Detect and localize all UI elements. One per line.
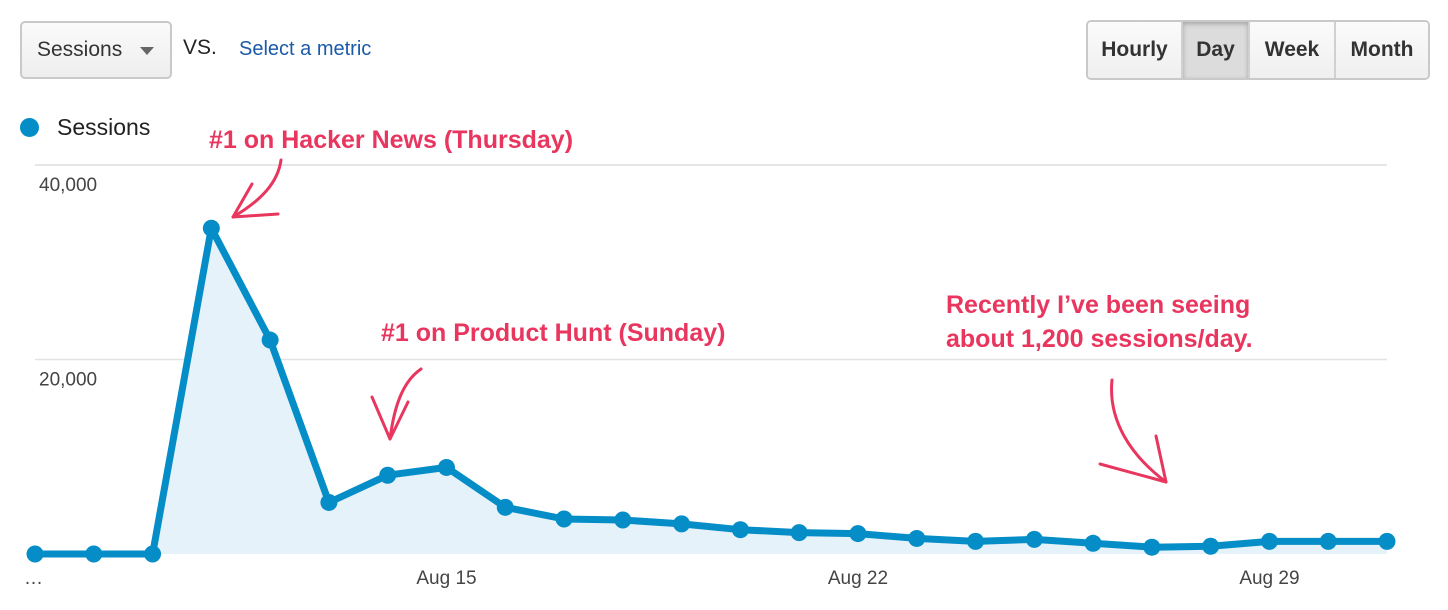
data-point [144,545,162,563]
y-tick-label: 40,000 [39,175,97,196]
data-point [731,521,749,539]
data-point [1143,538,1161,556]
data-point [849,525,867,543]
x-tick-label: Aug 29 [1239,568,1299,589]
data-point [496,498,514,516]
x-tick-label: Aug 22 [828,568,888,589]
product-hunt-arrowhead-icon [370,395,410,441]
x-tick-label: Aug 15 [416,568,476,589]
data-point [379,466,397,484]
sessions-area-fill [35,228,1387,554]
data-point [85,545,103,563]
legend-label: Sessions [57,114,151,140]
y-tick-label: 20,000 [39,370,97,391]
legend-dot-icon [20,118,39,137]
data-point [673,515,691,533]
product-hunt-arrow-icon [388,367,423,441]
data-point [614,511,632,529]
data-point [790,524,808,542]
sessions-line [35,224,1387,558]
data-point [967,532,985,550]
product-hunt-annotation: #1 on Product Hunt (Sunday) [381,319,725,347]
data-point [1319,532,1337,550]
dropdown-caret-icon [140,47,154,55]
recent-arrowhead-icon [1098,434,1168,484]
hacker-news-annotation: #1 on Hacker News (Thursday) [209,126,573,154]
hacker-news-arrowhead-icon [231,182,280,219]
data-point [261,331,279,349]
data-point [1025,530,1043,548]
recent-annotation-line: about 1,200 sessions/day. [946,325,1253,353]
select-metric-link[interactable]: Select a metric [239,38,372,60]
month-button[interactable]: Month [1336,22,1428,78]
data-point [202,219,220,237]
data-point [1084,534,1102,552]
x-tick-label: … [24,568,43,589]
data-point [1378,532,1396,550]
recent-arrow-icon [1110,378,1168,484]
metric-select[interactable]: Sessions [20,21,172,79]
granularity-toggle: Hourly Day Week Month [1086,20,1430,80]
chart-legend: Sessions [20,114,150,141]
data-point [437,458,455,476]
day-button[interactable]: Day [1183,22,1250,78]
metric-select-value: Sessions [37,38,123,61]
recent-annotation: Recently I’ve been seeing about 1,200 ses… [946,291,1253,353]
data-point [1202,537,1220,555]
data-point [555,510,573,528]
recent-annotation-line: Recently I’ve been seeing [946,291,1250,319]
data-point [1260,532,1278,550]
data-point [320,493,338,511]
week-button[interactable]: Week [1250,22,1336,78]
hacker-news-arrow-icon [231,158,283,219]
hourly-button[interactable]: Hourly [1088,22,1183,78]
data-point [26,545,44,563]
vs-label: VS. [183,36,217,59]
data-point [908,529,926,547]
